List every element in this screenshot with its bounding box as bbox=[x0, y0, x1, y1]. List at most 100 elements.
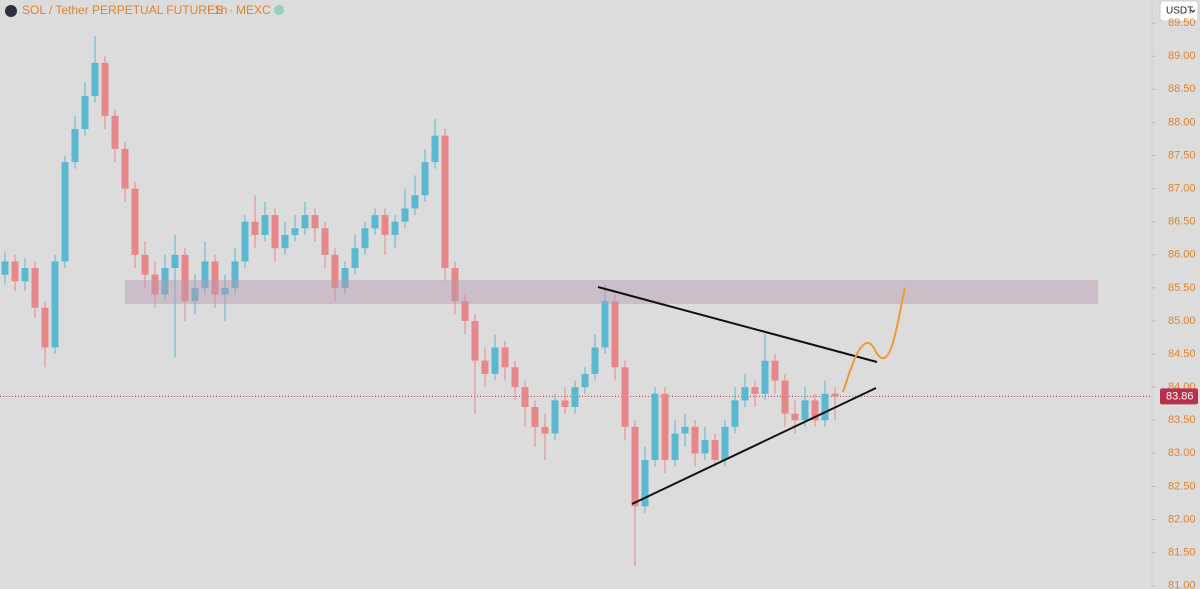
currency-label[interactable]: USDT bbox=[1166, 6, 1193, 17]
y-tick-label: 87.50 bbox=[1168, 149, 1196, 161]
candle-body bbox=[211, 261, 219, 295]
y-tick-label: 81.50 bbox=[1168, 547, 1196, 559]
candle-body bbox=[201, 261, 209, 288]
candle-body bbox=[591, 347, 599, 374]
candle-body bbox=[391, 221, 399, 235]
candle-body bbox=[461, 301, 469, 321]
candle-body bbox=[521, 387, 529, 408]
candle-body bbox=[701, 440, 709, 454]
dropdown-arrow[interactable] bbox=[1190, 9, 1196, 13]
candle-body bbox=[131, 188, 139, 255]
y-tick-label: 89.00 bbox=[1168, 50, 1196, 62]
candle-body bbox=[21, 268, 29, 282]
candle-body bbox=[721, 426, 729, 460]
projection-curve bbox=[842, 287, 906, 393]
candle-body bbox=[631, 426, 639, 507]
candle-body bbox=[271, 215, 279, 249]
candle-body bbox=[101, 62, 109, 116]
candle-body bbox=[781, 380, 789, 414]
candle-body bbox=[511, 367, 519, 388]
candle-body bbox=[301, 215, 309, 229]
candle-body bbox=[561, 400, 569, 408]
candle-body bbox=[191, 287, 199, 302]
candle-body bbox=[621, 367, 629, 427]
candle-body bbox=[481, 360, 489, 374]
currency-button-box[interactable] bbox=[1159, 0, 1199, 22]
candle-body bbox=[401, 208, 409, 222]
y-tick-label: 81.00 bbox=[1168, 580, 1196, 589]
candle-body bbox=[221, 287, 229, 295]
candle-body bbox=[741, 387, 749, 401]
y-tick-label: 89.50 bbox=[1168, 17, 1196, 29]
candle-body bbox=[651, 393, 659, 460]
candle-body bbox=[791, 413, 799, 421]
candle-body bbox=[601, 301, 609, 348]
exchange: MEXC bbox=[236, 3, 271, 17]
candle-body bbox=[121, 148, 129, 189]
drawings bbox=[125, 280, 1098, 505]
separator: · bbox=[229, 3, 233, 17]
candle-body bbox=[51, 261, 59, 348]
y-tick-label: 87.00 bbox=[1168, 183, 1196, 195]
last-price-box bbox=[1160, 388, 1198, 405]
y-tick-label: 85.00 bbox=[1168, 315, 1196, 327]
candle-body bbox=[61, 162, 69, 262]
y-tick-label: 83.50 bbox=[1168, 414, 1196, 426]
candle-body bbox=[41, 307, 49, 348]
candle-body bbox=[821, 393, 829, 421]
candle-body bbox=[731, 400, 739, 427]
candle-body bbox=[751, 387, 759, 394]
y-tick-label: 84.50 bbox=[1168, 348, 1196, 360]
candle-body bbox=[441, 135, 449, 269]
price-axis: 81.0081.5082.0082.5083.0083.5084.0084.50… bbox=[1152, 17, 1198, 589]
y-tick-label: 88.50 bbox=[1168, 83, 1196, 95]
candle-body bbox=[711, 440, 719, 460]
candle-body bbox=[381, 215, 389, 235]
candle-body bbox=[431, 135, 439, 163]
y-tick-label: 82.50 bbox=[1168, 480, 1196, 492]
candle-body bbox=[151, 274, 159, 295]
candle-body bbox=[531, 407, 539, 427]
symbol-title: SOL / Tether PERPETUAL FUTURES bbox=[22, 3, 223, 17]
candle-body bbox=[181, 254, 189, 302]
candle-body bbox=[361, 228, 369, 249]
candle-body bbox=[411, 195, 419, 209]
candle-body bbox=[801, 400, 809, 421]
y-tick-label: 85.50 bbox=[1168, 282, 1196, 294]
header: SOL / Tether PERPETUAL FUTURES · 1h · ME… bbox=[5, 3, 284, 17]
candle-body bbox=[451, 268, 459, 302]
candle-body bbox=[231, 261, 239, 288]
candle-body bbox=[311, 215, 319, 229]
candle-body bbox=[571, 387, 579, 408]
y-tick-label: 86.00 bbox=[1168, 249, 1196, 261]
candle-body bbox=[91, 62, 99, 96]
candle-body bbox=[641, 459, 649, 507]
candle-body bbox=[671, 433, 679, 460]
candle-body bbox=[811, 400, 819, 421]
candle-body bbox=[11, 261, 19, 282]
candle-body bbox=[471, 320, 479, 361]
currency-button[interactable]: USDT bbox=[1159, 0, 1199, 22]
candle-body bbox=[771, 360, 779, 381]
candle-body bbox=[691, 426, 699, 454]
candle-body bbox=[491, 347, 499, 374]
y-tick-label: 83.00 bbox=[1168, 447, 1196, 459]
last-price-label: 83.86 bbox=[1166, 390, 1194, 402]
candle-body bbox=[1, 261, 9, 275]
candle-body bbox=[551, 400, 559, 434]
symbol-icon bbox=[5, 5, 17, 17]
candle-body bbox=[611, 301, 619, 368]
y-tick-label: 88.00 bbox=[1168, 116, 1196, 128]
candle-body bbox=[141, 254, 149, 275]
candle-body bbox=[371, 215, 379, 229]
candle-body bbox=[351, 248, 359, 269]
candle-body bbox=[111, 115, 119, 149]
candle-body bbox=[171, 254, 179, 269]
candle-body bbox=[161, 268, 169, 295]
candle-body bbox=[661, 393, 669, 460]
y-tick-label: 82.00 bbox=[1168, 513, 1196, 525]
candle-body bbox=[831, 393, 839, 397]
